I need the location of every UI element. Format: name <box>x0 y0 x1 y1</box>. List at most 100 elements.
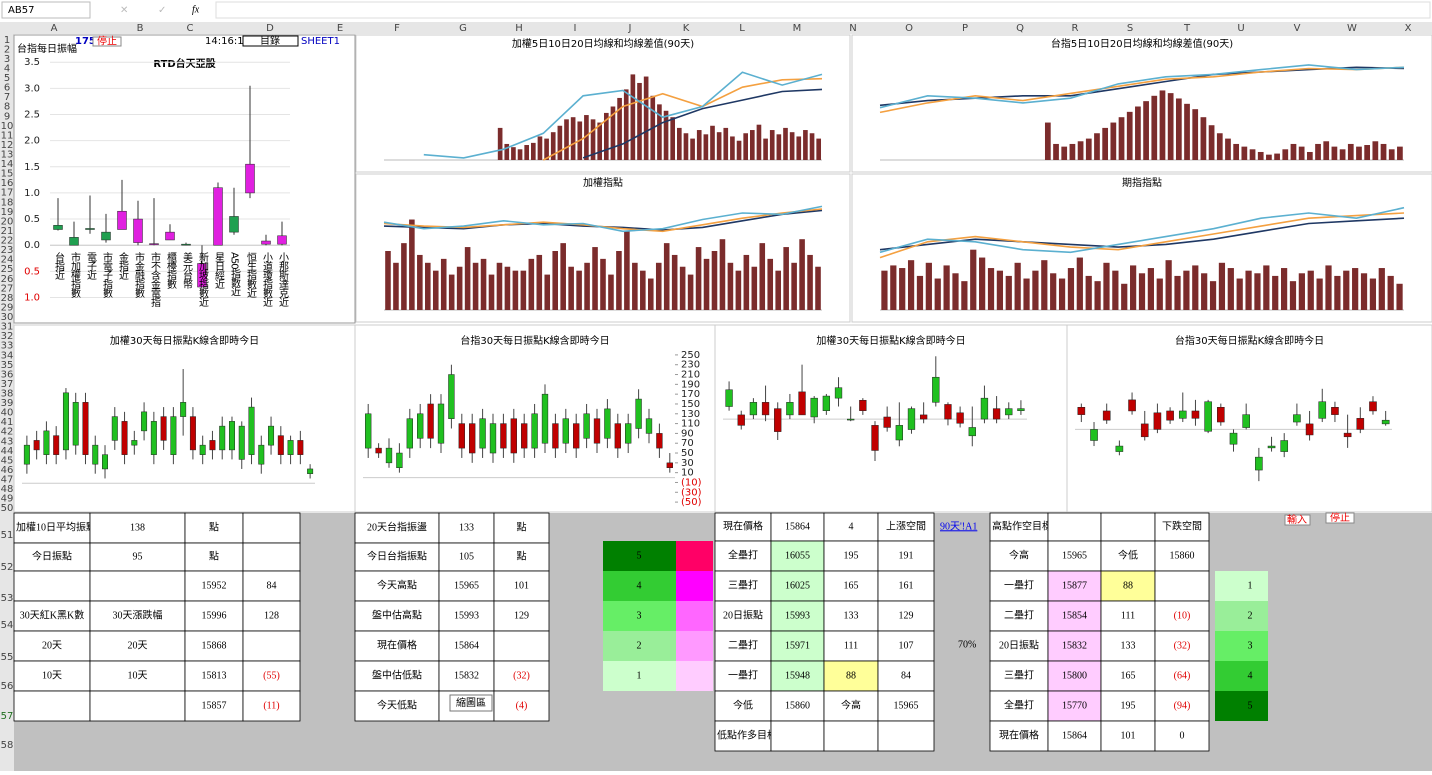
cell[interactable] <box>493 600 550 632</box>
cell[interactable] <box>1154 512 1210 542</box>
row-header[interactable]: 20 <box>1 216 14 227</box>
column-header[interactable]: K <box>683 23 690 34</box>
row-header[interactable]: 5 <box>4 73 10 84</box>
cell[interactable] <box>989 630 1049 662</box>
row-header[interactable]: 52 <box>1 562 14 573</box>
cell[interactable] <box>13 660 91 692</box>
row-header[interactable]: 31 <box>1 322 14 333</box>
cell[interactable] <box>184 512 244 544</box>
column-header[interactable]: X <box>1405 23 1412 34</box>
cell[interactable] <box>989 720 1049 752</box>
cell[interactable] <box>714 540 772 572</box>
cell[interactable] <box>877 660 935 692</box>
cell[interactable] <box>877 600 935 632</box>
cell[interactable] <box>89 660 186 692</box>
row-header[interactable]: 7 <box>4 92 10 103</box>
cell[interactable] <box>1154 690 1210 722</box>
row-header[interactable]: 16 <box>1 178 14 189</box>
cancel-icon[interactable]: ✕ <box>120 5 128 16</box>
link[interactable]: 目錄 <box>260 34 280 47</box>
column-header[interactable]: O <box>905 23 913 34</box>
stop-button-text[interactable]: 停止 <box>97 35 117 48</box>
row-header[interactable]: 1 <box>4 35 10 46</box>
cell[interactable] <box>1047 690 1102 722</box>
cell[interactable] <box>1047 540 1102 572</box>
column-header[interactable]: W <box>1347 23 1357 34</box>
cell[interactable] <box>184 690 244 722</box>
row-header[interactable]: 12 <box>1 140 14 151</box>
row-header[interactable]: 42 <box>1 427 14 438</box>
column-header[interactable]: B <box>137 23 144 34</box>
row-header[interactable]: 29 <box>1 302 14 313</box>
cell[interactable] <box>1100 690 1156 722</box>
cell[interactable] <box>770 630 825 662</box>
fx-label[interactable]: fx <box>192 4 200 15</box>
cell[interactable] <box>1100 660 1156 692</box>
cell[interactable] <box>493 660 550 692</box>
row-header[interactable]: 23 <box>1 245 14 256</box>
cell[interactable] <box>823 600 879 632</box>
cell[interactable] <box>13 542 91 572</box>
cell[interactable] <box>354 630 440 662</box>
row-header[interactable]: 51 <box>1 530 14 541</box>
cell[interactable] <box>1154 720 1210 752</box>
button[interactable] <box>1284 514 1311 526</box>
name-box[interactable] <box>1 1 91 19</box>
row-header[interactable]: 53 <box>1 593 14 604</box>
row-header[interactable]: 24 <box>1 255 14 266</box>
cell[interactable] <box>989 540 1049 572</box>
row-header[interactable]: 10 <box>1 121 14 132</box>
cell[interactable] <box>242 690 301 722</box>
cell[interactable] <box>438 542 495 572</box>
row-header[interactable]: 36 <box>1 369 14 380</box>
cell[interactable] <box>823 690 879 722</box>
row-header[interactable]: 33 <box>1 341 14 352</box>
row-header[interactable]: 15 <box>1 169 14 180</box>
cell[interactable] <box>438 512 495 544</box>
cell[interactable] <box>877 570 935 602</box>
row-header[interactable]: 32 <box>1 331 14 342</box>
column-header[interactable]: H <box>515 23 523 34</box>
row-header[interactable]: 56 <box>1 681 14 692</box>
cell[interactable] <box>714 660 772 692</box>
cell[interactable] <box>1047 570 1102 602</box>
cell[interactable] <box>877 512 935 542</box>
cell[interactable] <box>989 660 1049 692</box>
cell[interactable] <box>242 600 301 632</box>
cell[interactable] <box>1047 512 1102 542</box>
row-header[interactable]: 55 <box>1 652 14 663</box>
cell[interactable] <box>354 660 440 692</box>
column-header[interactable]: I <box>574 23 577 34</box>
cell[interactable] <box>438 570 495 602</box>
row-header[interactable]: 41 <box>1 417 14 428</box>
row-header[interactable]: 45 <box>1 455 14 466</box>
cell[interactable] <box>184 570 244 602</box>
row-header[interactable]: 43 <box>1 436 14 447</box>
column-header[interactable]: Q <box>1016 23 1024 34</box>
row-header[interactable]: 14 <box>1 159 14 170</box>
row-header[interactable]: 38 <box>1 389 14 400</box>
cell[interactable] <box>770 512 825 542</box>
column-header[interactable]: L <box>739 23 745 34</box>
column-header[interactable]: N <box>849 23 856 34</box>
column-header[interactable]: M <box>793 23 802 34</box>
cell[interactable] <box>242 630 301 662</box>
cell[interactable] <box>13 512 91 544</box>
column-header[interactable]: J <box>628 23 632 34</box>
cell[interactable] <box>770 570 825 602</box>
cell[interactable] <box>1100 540 1156 572</box>
cell[interactable] <box>877 720 935 752</box>
column-header[interactable]: T <box>1183 23 1191 34</box>
row-header[interactable]: 30 <box>1 312 14 323</box>
button-text[interactable]: 輸入 <box>1287 513 1307 526</box>
column-header[interactable]: E <box>337 23 343 34</box>
cell[interactable] <box>89 690 186 722</box>
row-header[interactable]: 17 <box>1 188 14 199</box>
column-header[interactable]: D <box>266 23 274 34</box>
column-header[interactable]: U <box>1237 23 1244 34</box>
cell[interactable] <box>1047 660 1102 692</box>
row-header[interactable]: 19 <box>1 207 14 218</box>
cell[interactable] <box>989 512 1049 542</box>
cell[interactable] <box>1100 630 1156 662</box>
row-header[interactable]: 44 <box>1 446 14 457</box>
